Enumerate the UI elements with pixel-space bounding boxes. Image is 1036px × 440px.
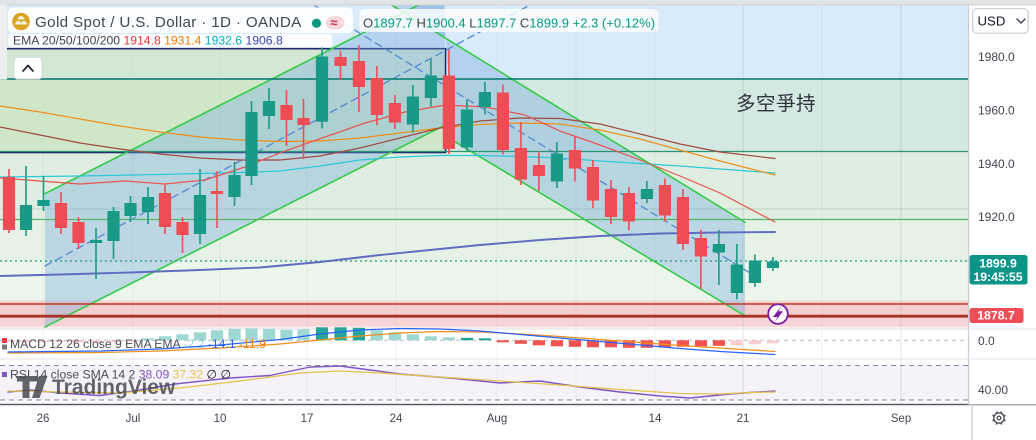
svg-text:40.00: 40.00 <box>978 383 1008 397</box>
svg-text:Aug: Aug <box>487 413 507 425</box>
svg-text:EMA 20/50/100/200 1914.8 1931: EMA 20/50/100/200 1914.8 1931.4 1932.6 1… <box>13 34 283 48</box>
svg-text:1920.0: 1920.0 <box>978 210 1015 224</box>
svg-text:14: 14 <box>649 413 662 425</box>
svg-text:10: 10 <box>214 413 227 425</box>
svg-text:19:45:55: 19:45:55 <box>973 270 1022 284</box>
svg-text:USD: USD <box>978 14 1006 29</box>
svg-text:17: 17 <box>301 413 314 425</box>
svg-text:1960.0: 1960.0 <box>978 104 1015 118</box>
svg-text:1940.0: 1940.0 <box>978 157 1015 171</box>
svg-text:26: 26 <box>37 413 50 425</box>
svg-text:O1897.7 H1900.4 L1897.7 C18: O1897.7 H1900.4 L1897.7 C1899.9 +2.3 (+0… <box>363 16 655 31</box>
svg-text:21: 21 <box>737 413 750 425</box>
svg-text:0.0: 0.0 <box>978 334 995 348</box>
svg-text:Sep: Sep <box>891 413 911 425</box>
svg-text:1899.9: 1899.9 <box>979 257 1017 271</box>
svg-text:24: 24 <box>390 413 403 425</box>
svg-text:Gold Spot / U.S. Dollar · 1D ·: Gold Spot / U.S. Dollar · 1D · OANDA <box>35 14 302 31</box>
svg-text:TradingView: TradingView <box>52 376 176 399</box>
svg-text:MACD 12 26 close 9 EMA EMA -2: MACD 12 26 close 9 EMA EMA -2.2 -14.1 -1… <box>10 337 266 351</box>
svg-text:≈: ≈ <box>330 15 337 30</box>
svg-text:1980.0: 1980.0 <box>978 50 1015 64</box>
svg-text:多空爭持: 多空爭持 <box>736 93 816 115</box>
svg-text:Jul: Jul <box>126 413 141 425</box>
svg-text:1878.7: 1878.7 <box>977 309 1015 323</box>
svg-text:RSI 14 close SMA 14 2 38.09 3: RSI 14 close SMA 14 2 38.09 37.32 ∅ ∅ <box>10 368 231 382</box>
